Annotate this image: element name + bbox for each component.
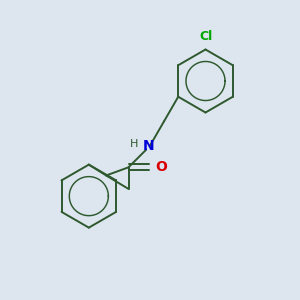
Text: N: N bbox=[142, 139, 154, 153]
Text: Cl: Cl bbox=[199, 30, 212, 43]
Text: O: O bbox=[155, 160, 167, 174]
Text: H: H bbox=[130, 139, 138, 149]
